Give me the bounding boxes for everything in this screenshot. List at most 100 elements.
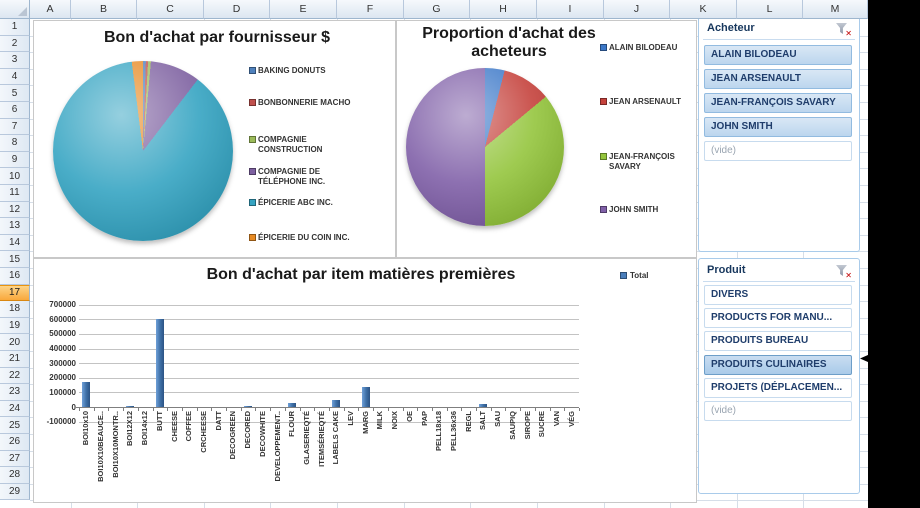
slicer-item[interactable]: PRODUITS CULINAIRES xyxy=(704,355,852,375)
column-header[interactable]: E xyxy=(270,0,337,19)
legend-swatch xyxy=(249,67,256,74)
chart-items-bar[interactable]: Bon d'achat par item matières premières … xyxy=(33,258,697,503)
x-tick-label: GLASERIEQTÉ xyxy=(301,411,311,465)
row-header[interactable]: 3 xyxy=(0,52,30,69)
axis-tick xyxy=(240,408,242,411)
slicer-item[interactable]: PRODUCTS FOR MANU... xyxy=(704,308,852,328)
pie-sheen xyxy=(406,68,564,226)
row-header[interactable]: 16 xyxy=(0,268,30,285)
legend-label: BAKING DONUTS xyxy=(258,66,326,75)
column-header[interactable]: L xyxy=(737,0,803,19)
x-tick-label: DATT xyxy=(213,411,223,431)
chart-buyer-pie[interactable]: Proportion d'achat des acheteurs ALAIN B… xyxy=(396,20,697,258)
row-header[interactable]: 23 xyxy=(0,384,30,401)
row-header[interactable]: 13 xyxy=(0,218,30,235)
row-header[interactable]: 12 xyxy=(0,201,30,219)
row-header[interactable]: 8 xyxy=(0,135,30,152)
clear-filter-icon[interactable] xyxy=(836,265,852,280)
supplier-pie-graphic xyxy=(53,61,233,241)
column-header[interactable]: D xyxy=(204,0,270,19)
column-header[interactable]: B xyxy=(71,0,137,19)
row-header[interactable]: 27 xyxy=(0,450,30,468)
row-header[interactable]: 14 xyxy=(0,234,30,252)
axis-tick xyxy=(476,408,478,411)
axis-tick xyxy=(446,408,448,411)
row-header[interactable]: 28 xyxy=(0,467,30,484)
chart-gridline xyxy=(79,421,579,423)
chart-supplier-pie[interactable]: Bon d'achat par fournisseur $ BAKING DON… xyxy=(33,20,396,258)
x-tick-label: REGL xyxy=(463,411,473,432)
row-header[interactable]: 19 xyxy=(0,317,30,335)
pie-sheen xyxy=(53,61,233,241)
y-tick-label: -100000 xyxy=(46,417,76,427)
slicer-acheteur[interactable]: Acheteur ALAIN BILODEAU JEAN ARSENAULT JEA… xyxy=(698,16,860,252)
row-header[interactable]: 5 xyxy=(0,85,30,102)
slicer-item[interactable]: JEAN ARSENAULT xyxy=(704,69,852,89)
x-tick-label: MILK xyxy=(375,411,385,430)
row-header[interactable]: 7 xyxy=(0,118,30,136)
chart-gridline xyxy=(79,377,579,379)
axis-tick xyxy=(564,408,566,411)
clear-filter-icon[interactable] xyxy=(836,23,852,38)
y-tick-label: 100000 xyxy=(49,387,76,397)
row-header[interactable]: 21 xyxy=(0,351,30,368)
row-header[interactable]: 29 xyxy=(0,483,30,501)
row-header[interactable]: 22 xyxy=(0,367,30,385)
legend-swatch xyxy=(620,272,627,279)
column-header[interactable]: K xyxy=(670,0,737,19)
row-header[interactable]: 26 xyxy=(0,434,30,451)
column-header[interactable]: C xyxy=(137,0,204,19)
legend-label: JEAN ARSENAULT xyxy=(609,97,682,106)
axis-tick xyxy=(314,408,316,411)
column-header[interactable]: G xyxy=(404,0,470,19)
chart-gridline xyxy=(79,304,579,306)
row-header[interactable]: 24 xyxy=(0,400,30,418)
axis-tick xyxy=(329,408,330,411)
x-tick-label: DECOWHITE xyxy=(257,411,267,457)
column-header[interactable]: A xyxy=(30,0,71,19)
column-header[interactable]: J xyxy=(604,0,670,19)
row-header[interactable]: 25 xyxy=(0,417,30,434)
row-header[interactable]: 9 xyxy=(0,151,30,169)
slicer-item[interactable]: (vide) xyxy=(704,401,852,421)
slicer-item[interactable]: PROJETS (DÉPLACEMEN... xyxy=(704,378,852,398)
axis-tick xyxy=(284,408,286,411)
column-header[interactable]: H xyxy=(470,0,537,19)
x-tick-label: NOIX xyxy=(390,411,400,430)
row-header[interactable]: 17 xyxy=(0,284,30,302)
row-header[interactable]: 4 xyxy=(0,68,30,86)
row-header[interactable]: 6 xyxy=(0,102,30,119)
slicer-item[interactable]: JEAN-FRANÇOIS SAVARY xyxy=(704,93,852,113)
slicer-produit[interactable]: Produit DIVERS PRODUCTS FOR MANU... PRODUI… xyxy=(698,258,860,494)
x-tick-label: MARG xyxy=(360,411,370,434)
chart-gridline xyxy=(79,319,579,321)
axis-tick xyxy=(270,408,272,411)
slicer-item[interactable]: (vide) xyxy=(704,141,852,161)
slicer-item[interactable]: PRODUITS BUREAU xyxy=(704,331,852,351)
x-tick-label: CHEESE xyxy=(169,411,179,442)
slicer-item[interactable]: JOHN SMITH xyxy=(704,117,852,137)
bar-total xyxy=(479,404,488,407)
row-header[interactable]: 2 xyxy=(0,35,30,53)
slicer-item[interactable]: ALAIN BILODEAU xyxy=(704,45,852,65)
select-all-corner[interactable] xyxy=(0,0,30,19)
y-tick-label: 0 xyxy=(71,402,76,412)
legend-label: COMPAGNIE CONSTRUCTION xyxy=(258,135,323,154)
row-header[interactable]: 10 xyxy=(0,168,30,185)
chart-gridline xyxy=(79,363,579,365)
slicer-item[interactable]: DIVERS xyxy=(704,285,852,305)
axis-tick xyxy=(520,408,522,411)
x-tick-label: PAP xyxy=(419,411,429,426)
row-header[interactable]: 18 xyxy=(0,301,30,318)
column-header[interactable]: F xyxy=(337,0,404,19)
legend-swatch xyxy=(249,234,256,241)
row-header[interactable]: 20 xyxy=(0,334,30,351)
row-header[interactable]: 15 xyxy=(0,251,30,268)
axis-tick xyxy=(343,408,345,411)
axis-tick xyxy=(299,408,301,411)
legend-swatch xyxy=(600,98,607,105)
column-header[interactable]: M xyxy=(803,0,868,19)
row-header[interactable]: 1 xyxy=(0,19,30,36)
column-header[interactable]: I xyxy=(537,0,604,19)
row-header[interactable]: 11 xyxy=(0,185,30,202)
